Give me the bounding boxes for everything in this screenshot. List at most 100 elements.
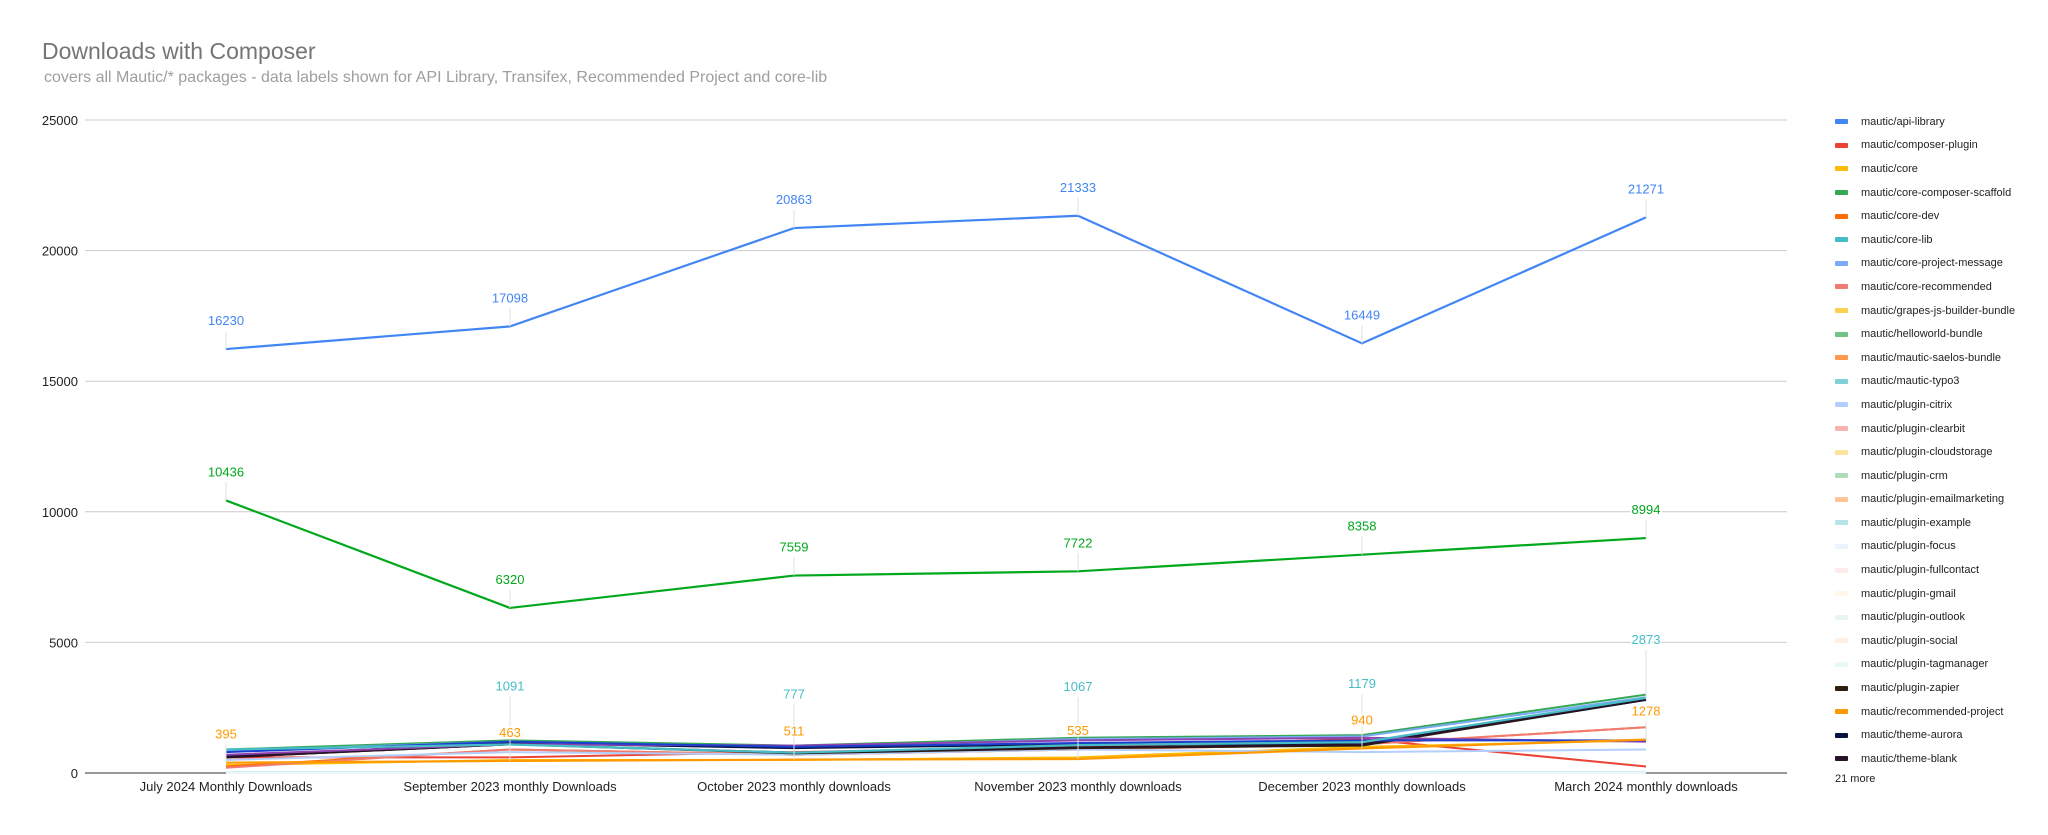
legend: mautic/api-library mautic/composer-plugin… [1835, 110, 2015, 785]
legend-swatch [1835, 614, 1848, 620]
legend-label: mautic/core-dev [1861, 210, 1940, 223]
legend-label: mautic/recommended-project [1861, 705, 2004, 718]
legend-item[interactable]: mautic/plugin-zapier [1835, 676, 2015, 700]
legend-item[interactable]: mautic/core [1835, 157, 2015, 181]
legend-label: mautic/plugin-emailmarketing [1861, 493, 2005, 506]
data-label: 20863 [776, 192, 812, 207]
legend-item[interactable]: mautic/core-dev [1835, 204, 2015, 228]
legend-swatch [1835, 166, 1848, 172]
data-label: 1091 [496, 679, 525, 694]
legend-swatch [1835, 260, 1848, 266]
legend-label: mautic/plugin-cloudstorage [1861, 446, 1993, 459]
y-tick-label: 0 [71, 766, 78, 781]
legend-item[interactable]: mautic/theme-blank [1835, 747, 2015, 771]
legend-item[interactable]: mautic/mautic-typo3 [1835, 370, 2015, 394]
legend-label: mautic/helloworld-bundle [1861, 328, 1983, 341]
legend-item[interactable]: mautic/mautic-saelos-bundle [1835, 346, 2015, 370]
legend-item[interactable]: mautic/core-composer-scaffold [1835, 181, 2015, 205]
data-label: 21271 [1628, 181, 1664, 196]
legend-label: mautic/core [1861, 162, 1918, 175]
series-line [225, 738, 1647, 764]
data-label: 7559 [780, 540, 809, 555]
legend-item[interactable]: mautic/plugin-clearbit [1835, 417, 2015, 441]
legend-swatch [1835, 284, 1848, 290]
legend-item[interactable]: mautic/api-library [1835, 110, 2015, 134]
legend-label: mautic/plugin-gmail [1861, 587, 1956, 600]
legend-item[interactable]: mautic/core-lib [1835, 228, 2015, 252]
legend-item[interactable]: mautic/plugin-cloudstorage [1835, 440, 2015, 464]
legend-item[interactable]: mautic/theme-aurora [1835, 723, 2015, 747]
legend-label: mautic/mautic-saelos-bundle [1861, 351, 2002, 364]
data-label: 1067 [1064, 679, 1093, 694]
legend-label: mautic/plugin-zapier [1861, 682, 1960, 695]
legend-label: mautic/theme-aurora [1861, 729, 1963, 742]
legend-item[interactable]: mautic/helloworld-bundle [1835, 322, 2015, 346]
data-label: 16230 [208, 313, 244, 328]
legend-swatch [1835, 567, 1848, 573]
legend-swatch [1835, 709, 1848, 715]
legend-label: mautic/plugin-tagmanager [1861, 658, 1989, 671]
legend-more-link[interactable]: 21 more [1835, 772, 1876, 785]
legend-label: mautic/core-project-message [1861, 257, 2003, 270]
data-label: 1278 [1632, 704, 1661, 719]
chart-title: Downloads with Composer [42, 38, 316, 64]
legend-swatch [1835, 732, 1848, 738]
y-tick-label: 5000 [49, 635, 78, 650]
x-tick-label: December 2023 monthly downloads [1258, 779, 1466, 794]
legend-item[interactable]: mautic/core-recommended [1835, 275, 2015, 299]
legend-swatch [1835, 543, 1848, 549]
data-label: 1179 [1348, 676, 1376, 691]
y-tick-label: 20000 [42, 244, 78, 259]
legend-item[interactable]: mautic/plugin-gmail [1835, 582, 2015, 606]
legend-item[interactable]: mautic/plugin-example [1835, 511, 2015, 535]
data-label: 21333 [1060, 180, 1096, 195]
series-line [225, 739, 1646, 754]
legend-item[interactable]: mautic/recommended-project [1835, 700, 2015, 724]
legend-swatch [1835, 638, 1848, 644]
legend-item[interactable]: mautic/grapes-js-builder-bundle [1835, 299, 2015, 323]
legend-label: mautic/plugin-example [1861, 516, 1972, 529]
data-label: 511 [784, 724, 805, 739]
legend-item[interactable]: mautic/composer-plugin [1835, 134, 2015, 158]
data-label: 8358 [1348, 519, 1377, 534]
legend-label: mautic/composer-plugin [1861, 139, 1978, 152]
legend-label: mautic/grapes-js-builder-bundle [1861, 304, 2016, 317]
legend-label: mautic/core-lib [1861, 233, 1933, 246]
x-tick-label: July 2024 Monthly Downloads [140, 779, 313, 794]
data-label: 7722 [1064, 535, 1093, 550]
x-tick-label: September 2023 monthly Downloads [403, 779, 617, 794]
legend-item[interactable]: mautic/plugin-emailmarketing [1835, 488, 2015, 512]
legend-label: mautic/plugin-crm [1861, 469, 1948, 482]
data-label: 535 [1067, 723, 1089, 738]
legend-swatch [1835, 661, 1848, 667]
legend-swatch [1835, 591, 1848, 597]
legend-item[interactable]: mautic/plugin-social [1835, 629, 2015, 653]
legend-swatch [1835, 756, 1848, 762]
legend-swatch [1835, 213, 1848, 219]
legend-item[interactable]: mautic/plugin-tagmanager [1835, 653, 2015, 677]
y-tick-label: 10000 [42, 505, 78, 520]
data-label: 777 [783, 687, 805, 702]
legend-item[interactable]: mautic/plugin-citrix [1835, 393, 2015, 417]
legend-item[interactable]: mautic/plugin-fullcontact [1835, 558, 2015, 582]
legend-item[interactable]: mautic/core-project-message [1835, 252, 2015, 276]
legend-label: mautic/core-recommended [1861, 280, 1992, 293]
legend-swatch [1835, 142, 1848, 148]
legend-swatch [1835, 685, 1848, 691]
legend-item[interactable]: mautic/plugin-focus [1835, 535, 2015, 559]
legend-swatch [1835, 473, 1848, 479]
legend-swatch [1835, 308, 1848, 314]
legend-item[interactable]: mautic/plugin-outlook [1835, 605, 2015, 629]
legend-label: mautic/core-composer-scaffold [1861, 186, 2012, 199]
data-label: 6320 [496, 572, 525, 587]
legend-swatch [1835, 190, 1848, 196]
data-label: 10436 [208, 464, 244, 479]
legend-item[interactable]: mautic/plugin-crm [1835, 464, 2015, 488]
data-label: 395 [215, 727, 237, 742]
legend-swatch [1835, 402, 1848, 408]
x-tick-label: October 2023 monthly downloads [697, 779, 891, 794]
legend-label: mautic/api-library [1861, 115, 1945, 128]
legend-swatch [1835, 426, 1848, 432]
y-tick-label: 15000 [42, 374, 78, 389]
x-tick-label: March 2024 monthly downloads [1554, 779, 1738, 794]
